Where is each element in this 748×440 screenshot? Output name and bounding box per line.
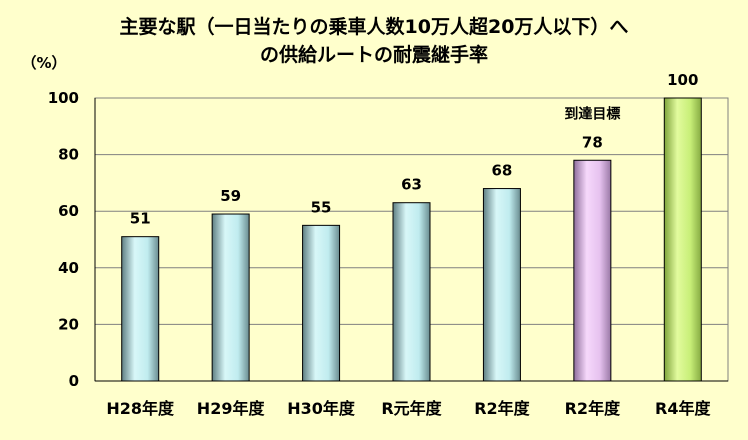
- bar-3: [302, 224, 341, 382]
- x-tick-label-6: R2年度: [565, 399, 621, 418]
- bar-2: [211, 213, 250, 382]
- chart-title: 主要な駅（一日当たりの乗車人数10万人超20万人以下）へ の供給ルートの耐震継手…: [120, 15, 629, 66]
- data-label-4: 63: [401, 176, 422, 194]
- x-tick-label-2: H29年度: [197, 399, 266, 418]
- data-labels: 51 59 55 63 68 78 100: [130, 71, 699, 228]
- y-tick-label: 20: [58, 315, 79, 333]
- y-tick-label: 40: [58, 259, 79, 277]
- x-tick-label-4: R元年度: [381, 399, 442, 418]
- y-tick-label: 80: [58, 146, 79, 164]
- x-axis-labels: H28年度 H29年度 H30年度 R元年度 R2年度 R2年度 R4年度: [106, 399, 711, 418]
- data-label-3: 55: [311, 198, 332, 216]
- chart-title-line-1: 主要な駅（一日当たりの乗車人数10万人超20万人以下）へ: [120, 15, 629, 38]
- y-tick-label: 0: [69, 372, 79, 390]
- y-tick-label: 60: [58, 202, 79, 220]
- bars: [121, 97, 702, 382]
- annotation-target-label: 到達目標: [564, 105, 620, 122]
- data-label-2: 59: [220, 187, 241, 205]
- bar-5: [482, 188, 521, 382]
- annotations: 到達目標: [564, 105, 620, 122]
- chart-title-line-2: の供給ルートの耐震継手率: [260, 43, 488, 66]
- data-label-7: 100: [667, 71, 698, 89]
- y-axis-unit-label: （%）: [21, 54, 66, 72]
- x-tick-label-1: H28年度: [106, 399, 175, 418]
- bar-1: [121, 236, 160, 382]
- data-label-5: 68: [491, 162, 512, 180]
- x-tick-label-5: R2年度: [474, 399, 530, 418]
- y-axis-ticks: 0 20 40 60 80 100: [48, 89, 79, 390]
- x-tick-label-3: H30年度: [287, 399, 356, 418]
- data-label-1: 51: [130, 210, 151, 228]
- bar-6: [573, 159, 612, 382]
- bar-4: [392, 202, 431, 382]
- x-tick-label-7: R4年度: [655, 399, 711, 418]
- data-label-6: 78: [582, 133, 603, 151]
- y-tick-label: 100: [48, 89, 79, 107]
- bar-7: [663, 97, 702, 382]
